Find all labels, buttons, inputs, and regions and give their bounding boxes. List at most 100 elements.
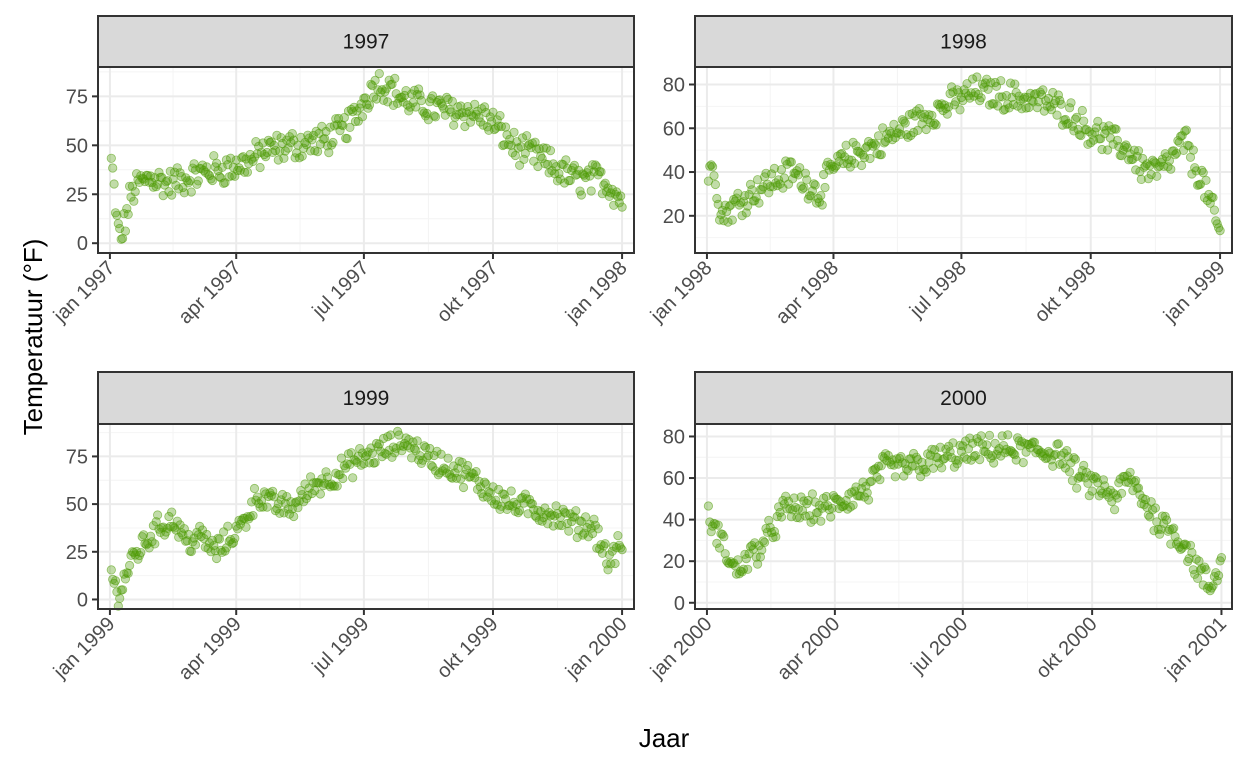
data-point [115, 593, 125, 604]
data-point [118, 585, 128, 595]
data-point [387, 79, 397, 89]
data-point [186, 546, 196, 557]
data-point [596, 167, 606, 177]
data-point [802, 175, 812, 185]
data-point [449, 120, 459, 130]
data-point [737, 567, 747, 577]
data-point [1103, 145, 1113, 155]
data-point [809, 515, 819, 525]
data-point [793, 170, 803, 180]
data-point [212, 553, 222, 564]
data-point [443, 453, 453, 463]
data-point [1067, 475, 1078, 486]
data-point [129, 196, 139, 206]
data-point [921, 467, 931, 477]
facet-panel-1997: 1997 0 25 50 75 jan 1997 apr 1997 jul 1997 okt 1… [49, 15, 635, 328]
data-point [326, 140, 337, 150]
data-point [106, 565, 116, 575]
y-tick-label: 75 [66, 86, 88, 108]
data-point [262, 502, 272, 512]
data-point [617, 202, 627, 212]
x-tick-label: jul 1999 [308, 613, 374, 679]
data-point [723, 217, 733, 227]
data-point [587, 160, 598, 170]
data-point [502, 130, 512, 140]
data-point [809, 179, 819, 189]
data-point [162, 176, 173, 186]
data-point [755, 552, 766, 562]
data-point [1187, 547, 1197, 558]
data-point [348, 473, 358, 483]
data-point [244, 159, 254, 169]
data-point [759, 537, 770, 548]
data-point [436, 449, 446, 459]
data-point [481, 479, 491, 489]
y-tick-label: 0 [77, 589, 88, 611]
data-point [500, 122, 511, 132]
data-point [277, 489, 288, 500]
x-tick-label: apr 1997 [174, 257, 245, 328]
y-axis-title: Temperatuur (°F) [18, 239, 48, 436]
facet-strip-label: 1999 [343, 387, 390, 410]
data-point [289, 511, 299, 522]
data-point [109, 578, 119, 589]
data-point [463, 460, 473, 471]
data-point [1214, 570, 1224, 581]
data-point [865, 153, 875, 164]
data-point [975, 96, 985, 106]
data-point [707, 162, 718, 172]
data-point [939, 453, 950, 464]
data-point [1180, 539, 1190, 549]
data-point [967, 74, 978, 84]
data-point [280, 498, 290, 508]
data-point [927, 110, 937, 121]
data-point [120, 226, 131, 236]
panel-border [694, 66, 1233, 254]
data-point [186, 187, 196, 197]
x-tick-label: okt 1999 [433, 613, 503, 683]
data-point [383, 97, 393, 107]
data-point [1209, 205, 1220, 215]
data-point [996, 76, 1006, 86]
data-point [1188, 145, 1198, 155]
data-point [179, 188, 189, 198]
data-point [1128, 485, 1138, 496]
data-point [230, 533, 240, 544]
data-point [374, 69, 384, 79]
facet-strip [97, 371, 635, 425]
data-point [1065, 467, 1075, 477]
data-point [795, 163, 805, 173]
data-point [450, 468, 460, 478]
data-point [955, 105, 965, 115]
data-point [1066, 98, 1076, 108]
data-point [1093, 116, 1103, 127]
data-point [172, 163, 182, 173]
data-point [976, 431, 986, 441]
data-point [493, 121, 504, 131]
data-point [870, 140, 881, 150]
data-point [863, 495, 874, 505]
data-point [355, 443, 365, 454]
plot-area [695, 67, 1232, 253]
data-point [561, 155, 571, 165]
data-point [202, 529, 212, 540]
data-point [1180, 126, 1190, 136]
data-point [531, 144, 542, 154]
data-point [872, 472, 882, 482]
data-point [914, 104, 924, 114]
data-point [143, 170, 153, 181]
data-point [406, 453, 417, 463]
data-point [249, 483, 260, 494]
data-point [283, 143, 293, 153]
data-point [315, 489, 325, 499]
data-point [223, 521, 233, 531]
data-point [110, 576, 121, 586]
data-point [856, 160, 867, 171]
data-point [1181, 125, 1191, 135]
x-tick-label: jan 1999 [1159, 257, 1230, 328]
data-point [517, 133, 528, 143]
data-point [1157, 154, 1168, 164]
data-point [108, 163, 118, 173]
data-points [106, 426, 627, 611]
x-tick-label: jan 1999 [49, 613, 120, 684]
